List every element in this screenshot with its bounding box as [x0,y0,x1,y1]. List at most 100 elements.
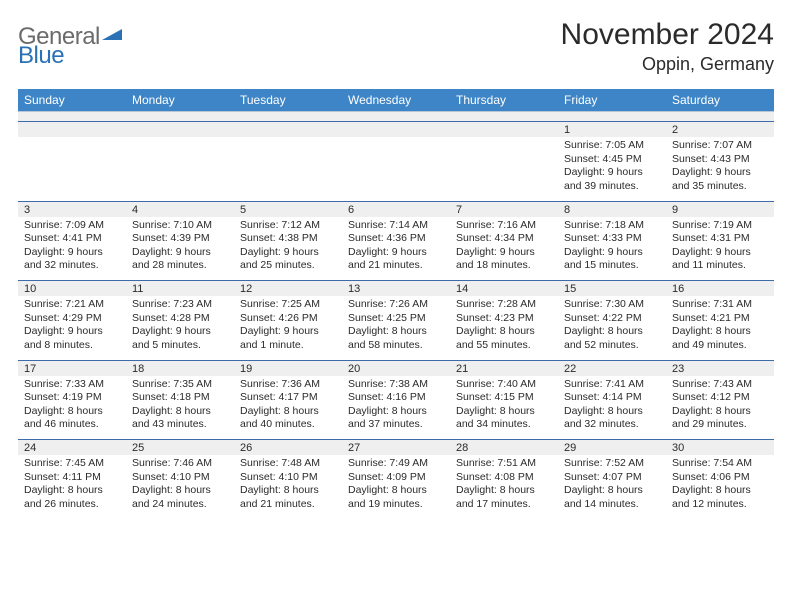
sunrise-text: Sunrise: 7:25 AM [240,298,336,312]
weekday-header-row: Sunday Monday Tuesday Wednesday Thursday… [18,89,774,112]
sunset-text: Sunset: 4:38 PM [240,232,336,246]
weekday-header: Saturday [666,89,774,112]
sunrise-text: Sunrise: 7:38 AM [348,378,444,392]
daylight-text: Daylight: 8 hours and 14 minutes. [564,484,660,511]
empty-cell [342,137,450,201]
day-number-cell: 28 [450,440,558,456]
sunset-text: Sunset: 4:10 PM [132,471,228,485]
sunset-text: Sunset: 4:07 PM [564,471,660,485]
sunrise-text: Sunrise: 7:30 AM [564,298,660,312]
day-cell: Sunrise: 7:43 AMSunset: 4:12 PMDaylight:… [666,376,774,440]
day-number-row: 24252627282930 [18,440,774,456]
daylight-text: Daylight: 9 hours and 32 minutes. [24,246,120,273]
day-number-row: 10111213141516 [18,281,774,297]
sunset-text: Sunset: 4:34 PM [456,232,552,246]
day-number-cell: 9 [666,201,774,217]
day-number-cell: 13 [342,281,450,297]
sunrise-text: Sunrise: 7:09 AM [24,219,120,233]
sunrise-text: Sunrise: 7:19 AM [672,219,768,233]
sunrise-text: Sunrise: 7:28 AM [456,298,552,312]
sunrise-text: Sunrise: 7:46 AM [132,457,228,471]
page-header: GeneralBlue November 2024 Oppin, Germany [18,18,774,75]
sunrise-text: Sunrise: 7:33 AM [24,378,120,392]
daylight-text: Daylight: 8 hours and 37 minutes. [348,405,444,432]
sunset-text: Sunset: 4:23 PM [456,312,552,326]
day-cell: Sunrise: 7:35 AMSunset: 4:18 PMDaylight:… [126,376,234,440]
day-cell: Sunrise: 7:49 AMSunset: 4:09 PMDaylight:… [342,455,450,519]
sunrise-text: Sunrise: 7:14 AM [348,219,444,233]
day-number-row: 3456789 [18,201,774,217]
empty-cell [342,122,450,138]
sunset-text: Sunset: 4:31 PM [672,232,768,246]
day-cell: Sunrise: 7:16 AMSunset: 4:34 PMDaylight:… [450,217,558,281]
empty-cell [234,122,342,138]
month-title: November 2024 [561,18,774,52]
day-number-cell: 16 [666,281,774,297]
daylight-text: Daylight: 9 hours and 25 minutes. [240,246,336,273]
sunrise-text: Sunrise: 7:35 AM [132,378,228,392]
day-number-cell: 8 [558,201,666,217]
day-number-cell: 2 [666,122,774,138]
daylight-text: Daylight: 8 hours and 26 minutes. [24,484,120,511]
day-number-cell: 23 [666,360,774,376]
daylight-text: Daylight: 8 hours and 46 minutes. [24,405,120,432]
sunrise-text: Sunrise: 7:49 AM [348,457,444,471]
sunrise-text: Sunrise: 7:12 AM [240,219,336,233]
weekday-header: Friday [558,89,666,112]
sunset-text: Sunset: 4:45 PM [564,153,660,167]
daylight-text: Daylight: 8 hours and 43 minutes. [132,405,228,432]
sunrise-text: Sunrise: 7:43 AM [672,378,768,392]
day-number-cell: 1 [558,122,666,138]
day-number-row: 17181920212223 [18,360,774,376]
daylight-text: Daylight: 9 hours and 35 minutes. [672,166,768,193]
day-cell: Sunrise: 7:28 AMSunset: 4:23 PMDaylight:… [450,296,558,360]
day-cell: Sunrise: 7:26 AMSunset: 4:25 PMDaylight:… [342,296,450,360]
day-number-cell: 20 [342,360,450,376]
sunset-text: Sunset: 4:36 PM [348,232,444,246]
day-number-cell: 10 [18,281,126,297]
day-cell: Sunrise: 7:31 AMSunset: 4:21 PMDaylight:… [666,296,774,360]
day-number-cell: 21 [450,360,558,376]
day-cell: Sunrise: 7:30 AMSunset: 4:22 PMDaylight:… [558,296,666,360]
daylight-text: Daylight: 8 hours and 34 minutes. [456,405,552,432]
daylight-text: Daylight: 8 hours and 40 minutes. [240,405,336,432]
sunrise-text: Sunrise: 7:54 AM [672,457,768,471]
day-cell: Sunrise: 7:25 AMSunset: 4:26 PMDaylight:… [234,296,342,360]
day-number-cell: 26 [234,440,342,456]
sunset-text: Sunset: 4:06 PM [672,471,768,485]
separator-row [18,112,774,122]
day-number-cell: 30 [666,440,774,456]
sunrise-text: Sunrise: 7:51 AM [456,457,552,471]
sunrise-text: Sunrise: 7:18 AM [564,219,660,233]
day-content-row: Sunrise: 7:05 AMSunset: 4:45 PMDaylight:… [18,137,774,201]
day-cell: Sunrise: 7:14 AMSunset: 4:36 PMDaylight:… [342,217,450,281]
sunrise-text: Sunrise: 7:40 AM [456,378,552,392]
calendar-table: Sunday Monday Tuesday Wednesday Thursday… [18,89,774,519]
sunset-text: Sunset: 4:15 PM [456,391,552,405]
sunrise-text: Sunrise: 7:36 AM [240,378,336,392]
day-number-cell: 12 [234,281,342,297]
sunset-text: Sunset: 4:19 PM [24,391,120,405]
calendar-body: 12Sunrise: 7:05 AMSunset: 4:45 PMDayligh… [18,112,774,520]
weekday-header: Thursday [450,89,558,112]
day-cell: Sunrise: 7:10 AMSunset: 4:39 PMDaylight:… [126,217,234,281]
sunset-text: Sunset: 4:28 PM [132,312,228,326]
empty-cell [18,122,126,138]
daylight-text: Daylight: 8 hours and 32 minutes. [564,405,660,432]
day-number-cell: 14 [450,281,558,297]
day-cell: Sunrise: 7:23 AMSunset: 4:28 PMDaylight:… [126,296,234,360]
sunset-text: Sunset: 4:17 PM [240,391,336,405]
daylight-text: Daylight: 8 hours and 55 minutes. [456,325,552,352]
daylight-text: Daylight: 8 hours and 29 minutes. [672,405,768,432]
empty-cell [18,137,126,201]
calendar-page: GeneralBlue November 2024 Oppin, Germany… [0,0,792,519]
daylight-text: Daylight: 8 hours and 49 minutes. [672,325,768,352]
day-number-cell: 17 [18,360,126,376]
daylight-text: Daylight: 9 hours and 15 minutes. [564,246,660,273]
sunrise-text: Sunrise: 7:10 AM [132,219,228,233]
sunset-text: Sunset: 4:18 PM [132,391,228,405]
day-cell: Sunrise: 7:07 AMSunset: 4:43 PMDaylight:… [666,137,774,201]
daylight-text: Daylight: 8 hours and 17 minutes. [456,484,552,511]
day-content-row: Sunrise: 7:21 AMSunset: 4:29 PMDaylight:… [18,296,774,360]
day-number-cell: 18 [126,360,234,376]
